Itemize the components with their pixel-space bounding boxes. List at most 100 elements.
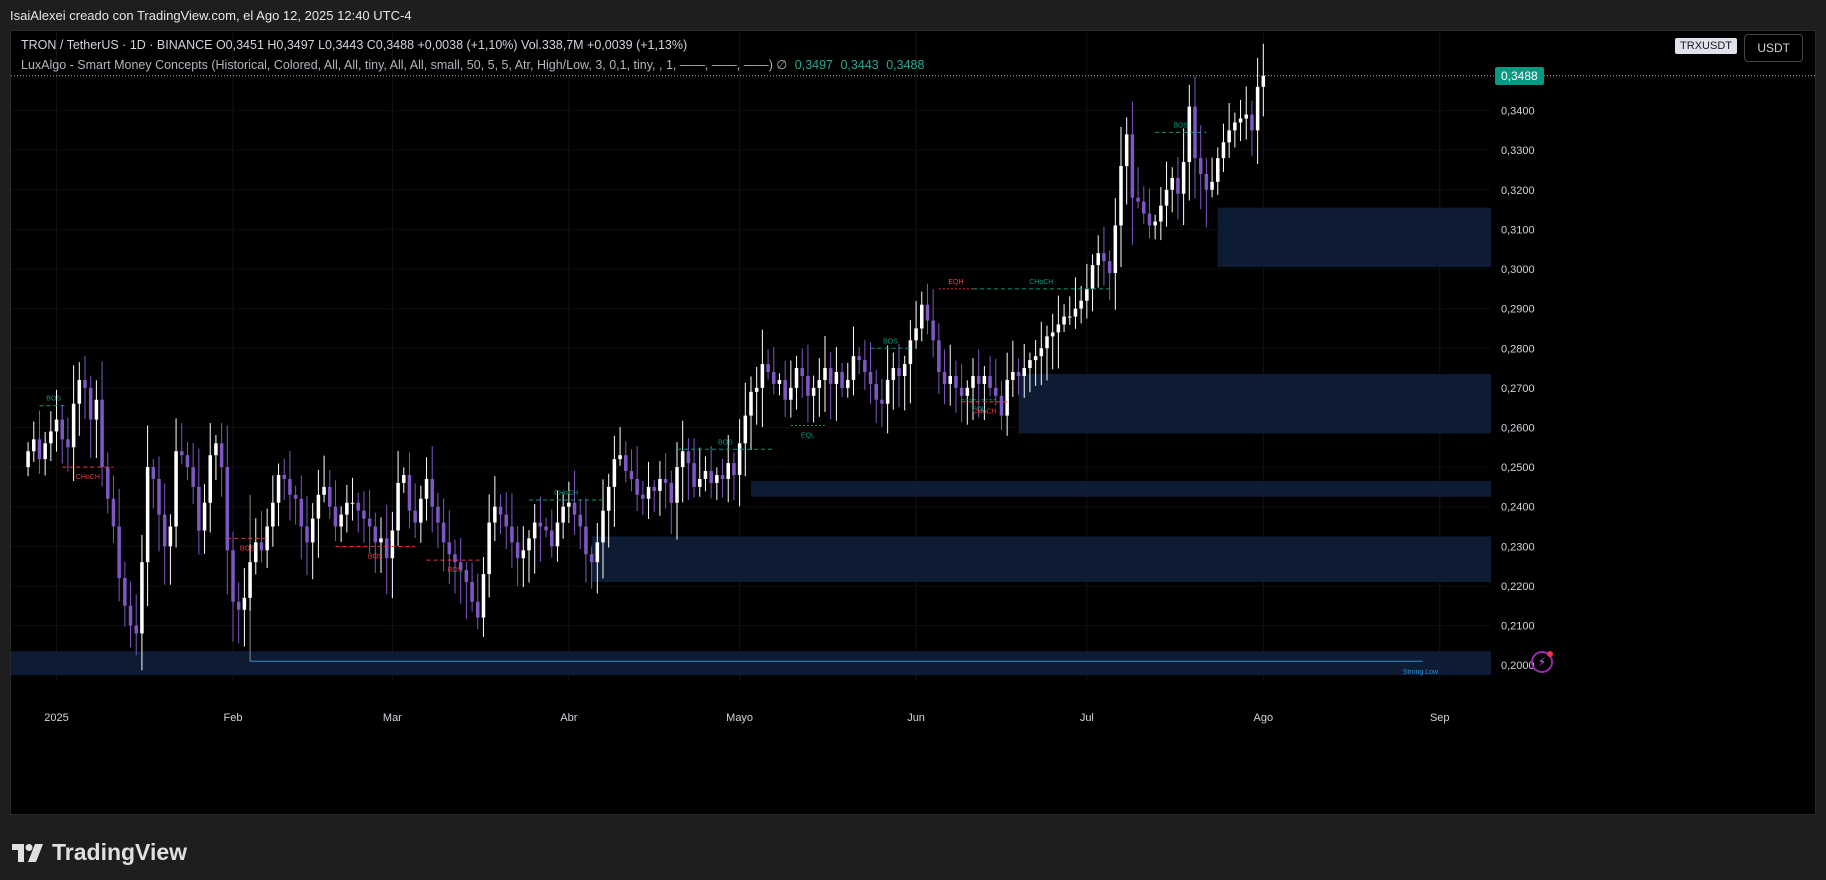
candle-body	[800, 368, 804, 376]
indicator-value-1: 0,3497	[794, 58, 833, 72]
lightning-icon[interactable]: ⚡	[1531, 651, 1553, 673]
candle-body	[305, 526, 309, 543]
candle-body	[1136, 197, 1140, 202]
chart-area[interactable]: Strong Low BOS CHoCH BOS BOS BOS CHoCH BOS EQL BO…	[10, 30, 1816, 815]
candle-body	[715, 475, 719, 483]
candle-body	[1056, 324, 1061, 333]
candle-body	[111, 498, 116, 527]
candle-body	[453, 554, 457, 563]
candle-body	[720, 475, 725, 479]
candle-body	[1159, 205, 1163, 222]
candle-body	[760, 364, 765, 388]
candle-body	[123, 578, 127, 606]
candle-body	[641, 494, 645, 499]
candle-body	[1085, 288, 1089, 301]
candle-body	[1011, 372, 1015, 380]
candle-body	[276, 475, 281, 503]
candle-body	[1204, 173, 1209, 190]
candle-body	[225, 467, 230, 551]
candle-body	[965, 387, 970, 396]
candle-body	[908, 340, 913, 365]
candle-body	[168, 526, 173, 547]
candle-body	[447, 542, 452, 555]
candle-body	[823, 368, 827, 380]
candle-body	[441, 522, 446, 543]
candle-body	[1102, 253, 1106, 262]
candle-body	[458, 562, 463, 571]
candle-body	[948, 375, 952, 384]
candle-body	[231, 550, 235, 602]
candle-body	[197, 486, 201, 531]
candle-body	[151, 467, 156, 479]
candle-body	[254, 542, 258, 563]
candle-body	[407, 475, 412, 511]
candle-body	[436, 506, 440, 523]
candle-body	[686, 451, 691, 464]
order-block-zone	[591, 536, 1491, 582]
y-tick-label: 0,2400	[1501, 502, 1535, 514]
candle-body	[310, 518, 315, 543]
symbol-legend[interactable]: TRON / TetherUS · 1D · BINANCE O0,3451 H…	[21, 38, 688, 52]
candle-body	[1090, 265, 1095, 289]
last-price-label: 0,3488	[1495, 66, 1544, 85]
candle-body	[925, 304, 930, 321]
candle-body	[902, 364, 907, 376]
candle-body	[618, 455, 622, 460]
candle-body	[367, 518, 372, 527]
candle-body	[288, 478, 292, 495]
candle-body	[1227, 130, 1231, 143]
candle-body	[1261, 75, 1266, 87]
tradingview-logo[interactable]: TradingView	[12, 839, 187, 866]
strong-low-label: Strong Low	[1403, 669, 1439, 676]
candle-body	[1170, 177, 1174, 190]
candle-body	[1164, 189, 1169, 206]
symbol-badge: TRXUSDT	[1675, 38, 1737, 54]
candle-body	[202, 502, 207, 531]
candle-body	[248, 562, 252, 598]
structure-label-choch: CHoCH	[972, 409, 996, 416]
indicator-legend[interactable]: LuxAlgo - Smart Money Concepts (Historic…	[21, 57, 924, 72]
candle-body	[214, 443, 218, 456]
candle-body	[1073, 308, 1078, 317]
candle-body	[37, 439, 42, 460]
lightning-glyph: ⚡	[1537, 655, 1547, 669]
structure-label-bos: BOS	[883, 338, 898, 345]
candle-body	[589, 554, 594, 563]
candlestick-chart[interactable]: Strong Low BOS CHoCH BOS BOS BOS CHoCH BOS EQL BO…	[11, 31, 1816, 815]
candle-body	[379, 538, 383, 543]
candle-body	[1176, 177, 1180, 194]
candle-body	[339, 514, 343, 527]
candle-body	[185, 455, 190, 468]
structure-label-choch: CHoCH	[554, 490, 578, 497]
candle-body	[817, 379, 822, 388]
y-tick-label: 0,2800	[1501, 343, 1535, 355]
candle-body	[994, 387, 998, 396]
candle-body	[134, 625, 138, 634]
currency-button[interactable]: USDT	[1744, 34, 1803, 62]
candle-body	[1181, 162, 1186, 194]
candle-body	[732, 463, 736, 476]
candle-body	[1096, 253, 1100, 266]
candle-body	[77, 379, 82, 404]
candle-body	[493, 506, 497, 523]
candle-body	[789, 387, 793, 400]
candle-body	[783, 379, 787, 400]
structure-label-bos: BOS	[718, 439, 733, 446]
candle-body	[880, 399, 884, 404]
candle-body	[646, 486, 651, 499]
candle-body	[464, 570, 469, 582]
candle-body	[629, 471, 634, 479]
candle-body	[885, 379, 890, 404]
candle-body	[851, 356, 856, 380]
x-tick-label: Jun	[907, 712, 925, 724]
candle-body	[937, 340, 941, 373]
candle-body	[988, 375, 992, 388]
candle-body	[470, 581, 474, 602]
indicator-value-2: 0,3443	[840, 58, 879, 72]
candle-body	[1244, 114, 1248, 119]
candle-body	[959, 387, 964, 396]
structure-label-bos: BOS	[240, 545, 255, 552]
candle-body	[1142, 201, 1146, 214]
candle-body	[49, 431, 53, 444]
candle-body	[976, 375, 981, 384]
